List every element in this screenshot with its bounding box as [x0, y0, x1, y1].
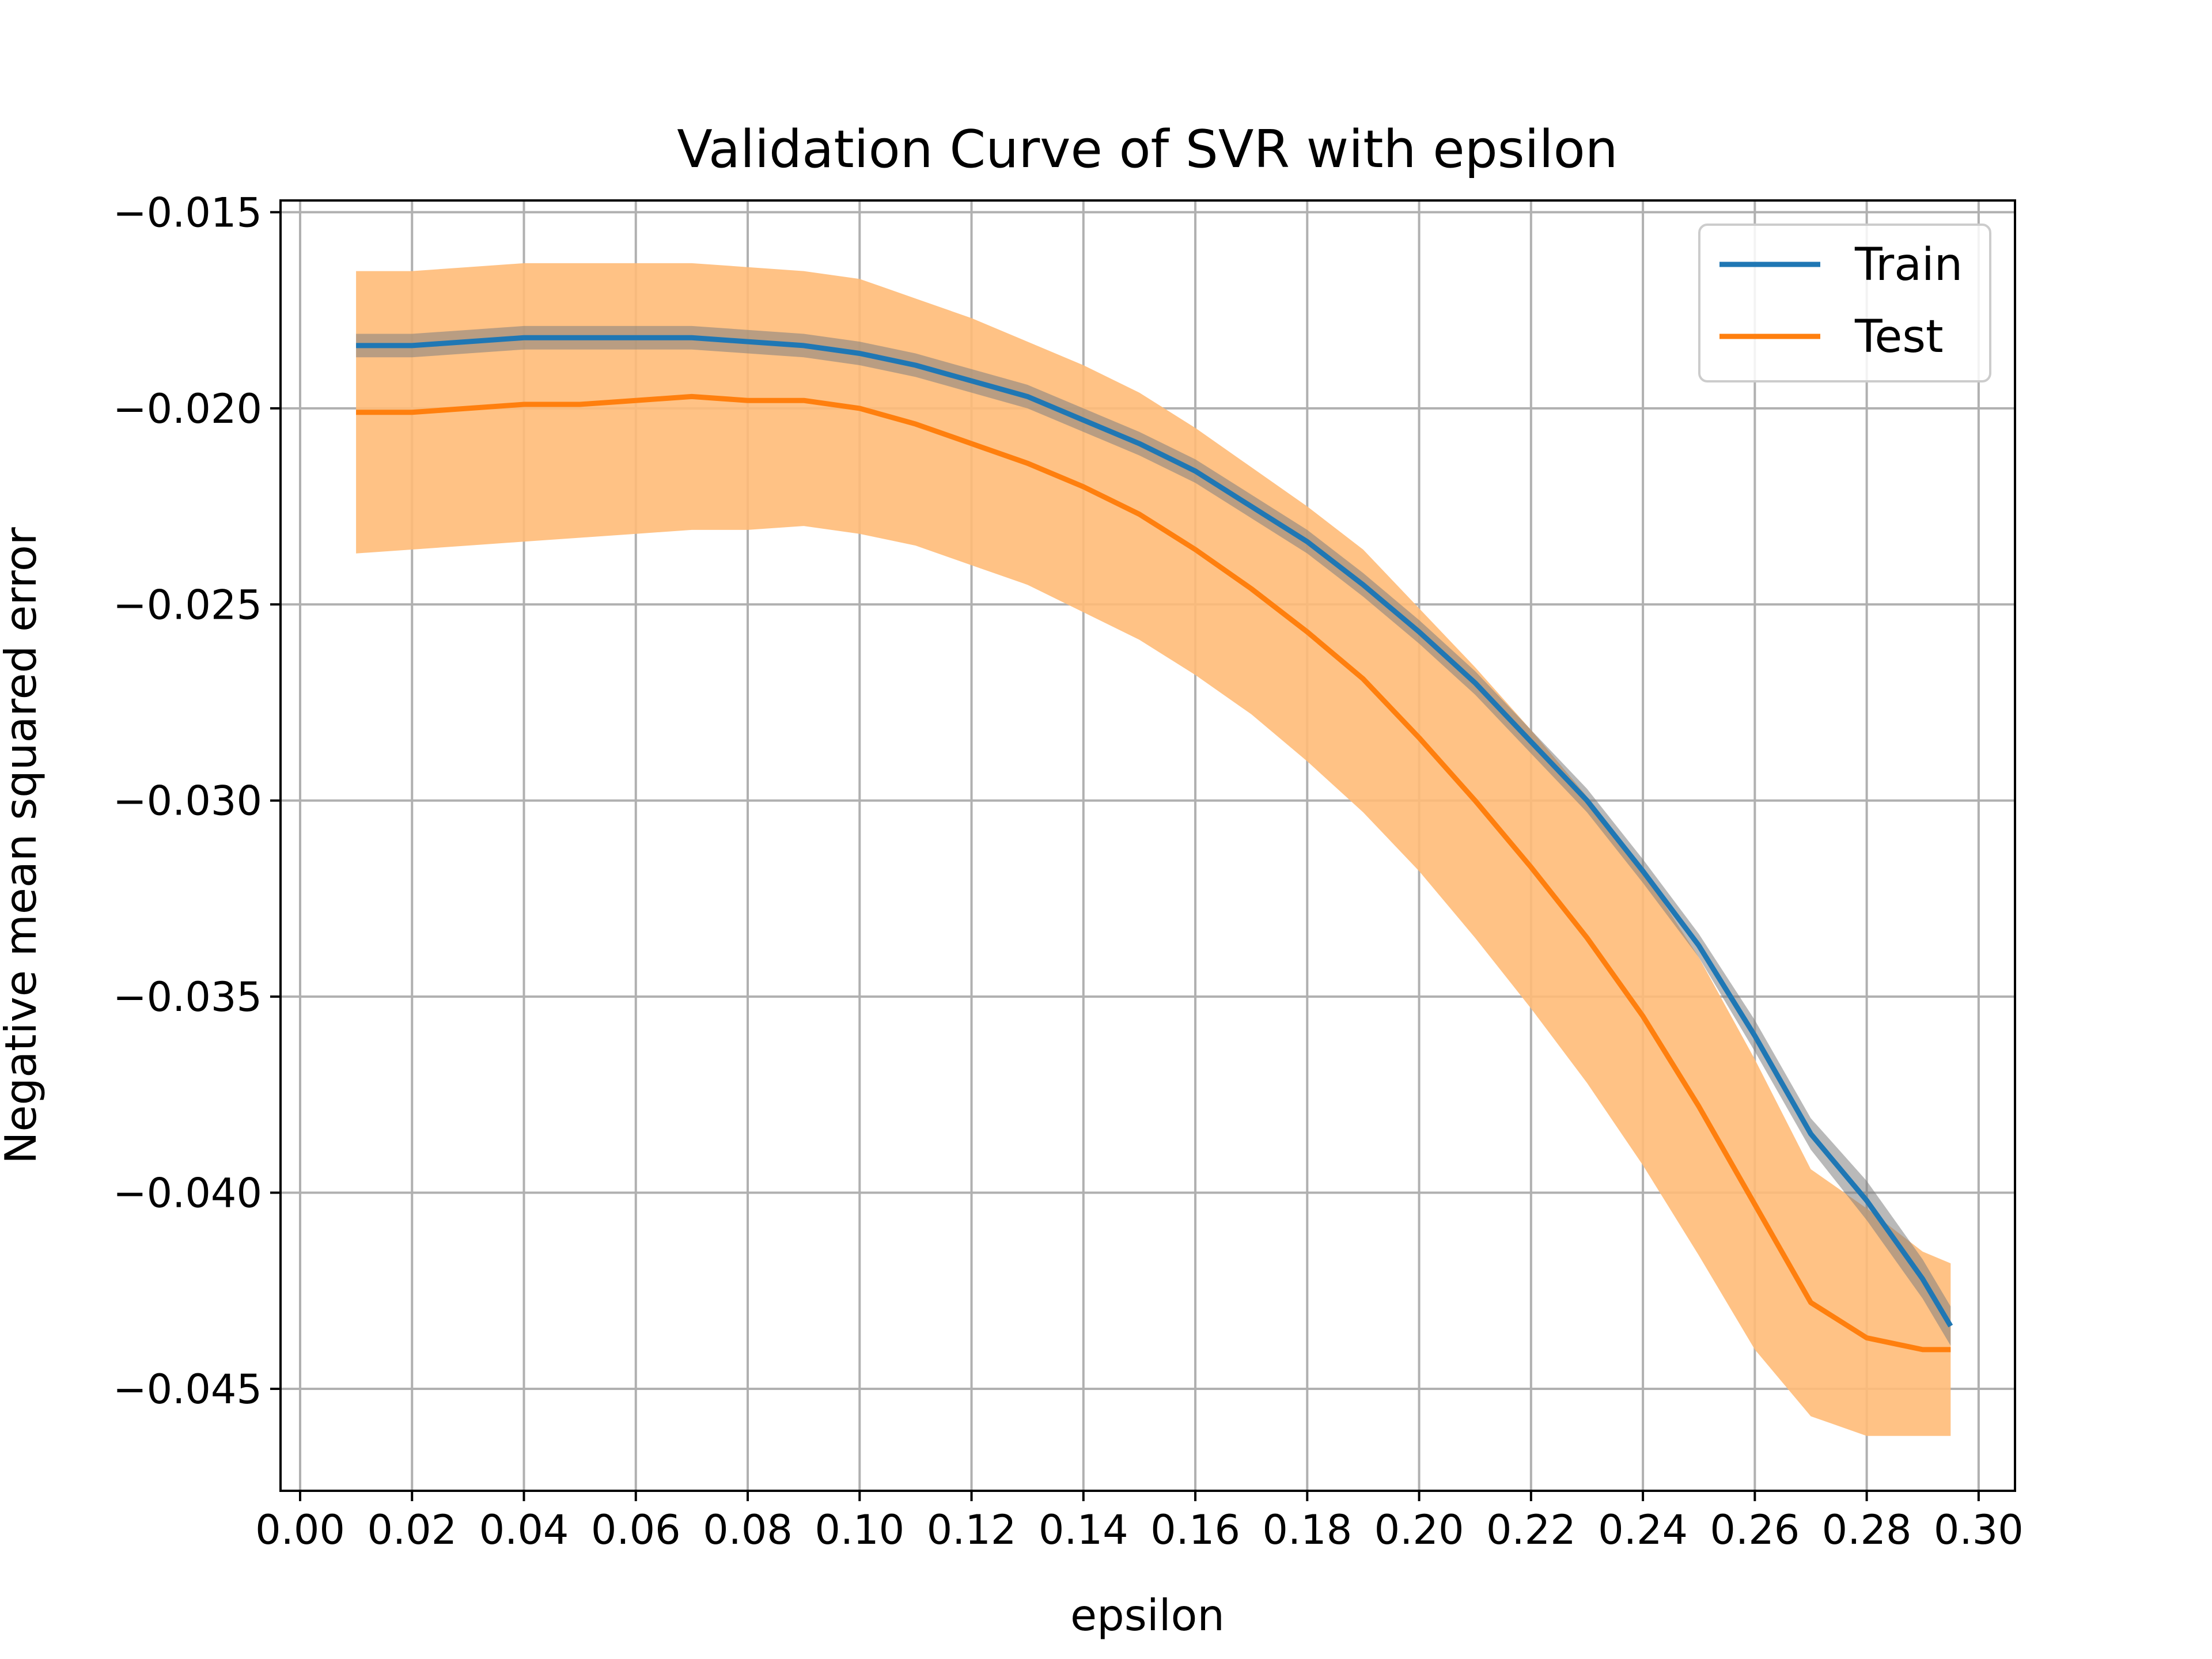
x-tick-label: 0.28	[1822, 1506, 1912, 1554]
x-tick-label: 0.10	[815, 1506, 904, 1554]
legend-label-test: Test	[1854, 311, 1944, 363]
x-tick-label: 0.16	[1150, 1506, 1240, 1554]
y-axis-ticks: −0.045 −0.040 −0.035 −0.030 −0.025 −0.020 −0.0…	[113, 189, 281, 1413]
y-tick-label: −0.015	[113, 189, 262, 236]
y-tick-label: −0.030	[113, 778, 262, 825]
y-tick-label: −0.025	[113, 581, 262, 628]
y-tick-label: −0.045	[113, 1366, 262, 1413]
x-tick-label: 0.22	[1486, 1506, 1576, 1554]
x-axis-label: epsilon	[1070, 1590, 1225, 1641]
x-tick-label: 0.04	[479, 1506, 569, 1554]
legend-label-train: Train	[1854, 239, 1963, 291]
x-tick-label: 0.18	[1262, 1506, 1352, 1554]
confidence-bands	[356, 263, 1951, 1436]
plot-area-frame	[279, 199, 2016, 1492]
chart-title: Validation Curve of SVR with epsilon	[677, 119, 1618, 180]
x-tick-label: 0.08	[703, 1506, 793, 1554]
y-tick-label: −0.040	[113, 1170, 262, 1217]
x-tick-label: 0.02	[367, 1506, 457, 1554]
x-tick-label: 0.26	[1710, 1506, 1800, 1554]
x-tick-label: 0.00	[255, 1506, 345, 1554]
series-line-test	[356, 393, 1951, 1353]
y-tick-label: −0.020	[113, 385, 262, 433]
y-axis-label: Negative mean squared error	[0, 527, 46, 1164]
x-tick-label: 0.06	[591, 1506, 681, 1554]
x-tick-label: 0.20	[1374, 1506, 1464, 1554]
y-tick-label: −0.035	[113, 974, 262, 1021]
series-line-train	[356, 335, 1953, 1328]
legend: Train Test	[1698, 224, 1991, 382]
band-test	[356, 263, 1951, 1436]
x-tick-label: 0.30	[1934, 1506, 2024, 1554]
x-tick-label: 0.24	[1598, 1506, 1688, 1554]
x-tick-label: 0.14	[1039, 1506, 1128, 1554]
x-tick-label: 0.12	[927, 1506, 1017, 1554]
x-axis-ticks: 0.00 0.02 0.04 0.06 0.08 0.10 0.12 0.14 0.16 0.18…	[255, 1491, 2024, 1554]
series-lines	[356, 335, 1953, 1353]
